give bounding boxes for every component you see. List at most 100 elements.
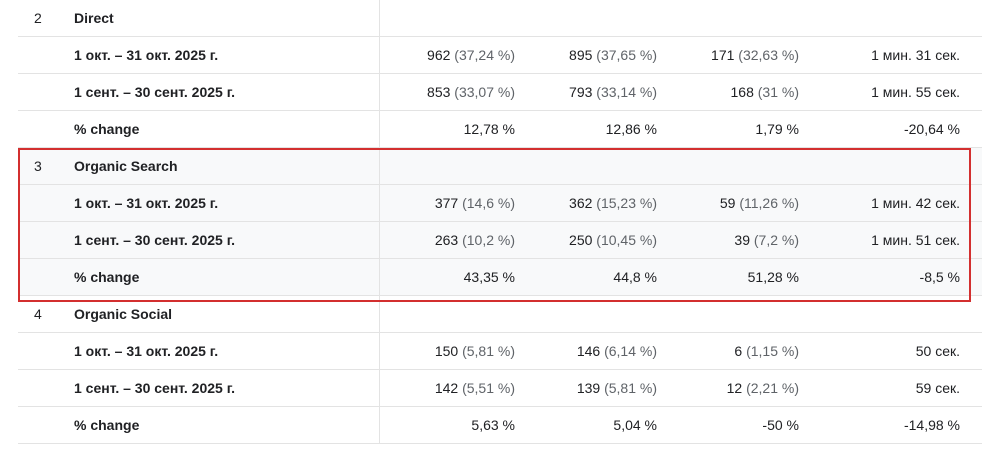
metric-value: 51,28 % [747, 269, 799, 285]
row-rank: 2 [34, 10, 42, 26]
table-row[interactable]: 1 окт. – 31 окт. 2025 г. 150 (5,81 %) 146 … [18, 333, 982, 370]
table-group-row[interactable]: 3 Organic Search [18, 148, 982, 185]
metric-value: 250 [569, 232, 593, 248]
metric-value: 377 [434, 195, 459, 211]
column-divider [379, 185, 380, 222]
metric-share: (5,81 %) [462, 343, 515, 359]
period-label: 1 сент. – 30 сент. 2025 г. [74, 380, 236, 396]
metric-value: 12,78 % [463, 121, 515, 137]
metric-cell: 139 (5,81 %) [577, 370, 657, 406]
table-row[interactable]: 1 окт. – 31 окт. 2025 г. 962 (37,24 %) 895… [18, 37, 982, 74]
period-label: 1 сент. – 30 сент. 2025 г. [74, 232, 236, 248]
metric-cell: 146 (6,14 %) [577, 333, 657, 369]
period-label: % change [74, 121, 140, 137]
metric-value: 39 [734, 232, 750, 248]
metric-value: 362 [569, 195, 593, 211]
metric-share: (37,65 %) [596, 47, 657, 63]
metric-value: 44,8 % [613, 269, 657, 285]
metric-value: 139 [576, 380, 601, 396]
period-label: % change [74, 269, 140, 285]
metric-share: (14,6 %) [462, 195, 515, 211]
metric-value: 1,79 % [755, 121, 799, 137]
metric-value: 142 [434, 380, 459, 396]
metric-share: (5,81 %) [604, 380, 657, 396]
metric-cell: 853 (33,07 %) [427, 74, 515, 110]
row-rank: 3 [34, 158, 42, 174]
metric-cell: 6 (1,15 %) [734, 333, 799, 369]
metric-cell: 44,8 % [613, 259, 657, 295]
table-row[interactable]: % change 43,35 % 44,8 % 51,28 % -8,5 % [18, 259, 982, 296]
avg-engagement-time-cell: 59 сек. [916, 370, 960, 406]
avg-engagement-time-cell: 1 мин. 42 сек. [871, 185, 960, 221]
metric-value: 1 мин. 31 сек. [871, 47, 960, 63]
column-divider [379, 370, 380, 407]
column-divider [379, 222, 380, 259]
metric-cell: 793 (33,14 %) [569, 74, 657, 110]
metric-share: (5,51 %) [462, 380, 515, 396]
table-row[interactable]: 1 окт. – 31 окт. 2025 г. 377 (14,6 %) 362 … [18, 185, 982, 222]
metric-share: (33,07 %) [454, 84, 515, 100]
metric-share: (1,15 %) [746, 343, 799, 359]
metric-share: (11,26 %) [739, 195, 799, 211]
metric-share: (33,14 %) [596, 84, 657, 100]
period-label: 1 окт. – 31 окт. 2025 г. [74, 343, 219, 359]
metric-share: (10,45 %) [596, 232, 657, 248]
metric-value: 895 [569, 47, 593, 63]
metric-cell: 59 (11,26 %) [720, 185, 799, 221]
metric-value: 1 мин. 42 сек. [871, 195, 960, 211]
metric-cell: 150 (5,81 %) [435, 333, 515, 369]
metric-value: 171 [711, 47, 735, 63]
channel-name: Organic Search [74, 158, 178, 174]
metric-value: 1 мин. 55 сек. [871, 84, 960, 100]
metric-share: (2,21 %) [746, 380, 799, 396]
column-divider [379, 333, 380, 370]
column-divider [379, 111, 380, 148]
metric-share: (10,2 %) [462, 232, 515, 248]
table-group-row[interactable]: 2 Direct [18, 0, 982, 37]
period-label: 1 окт. – 31 окт. 2025 г. [74, 47, 219, 63]
period-label: 1 окт. – 31 окт. 2025 г. [74, 195, 219, 211]
metric-value: 150 [434, 343, 459, 359]
metric-cell: 263 (10,2 %) [435, 222, 515, 258]
column-divider [379, 259, 380, 296]
metric-value: -8,5 % [919, 269, 960, 285]
column-divider [379, 148, 380, 185]
metric-share: (31 %) [757, 84, 799, 100]
metric-cell: 12 (2,21 %) [727, 370, 799, 406]
table-row[interactable]: % change 5,63 % 5,04 % -50 % -14,98 % [18, 407, 982, 444]
metric-value: 1 мин. 51 сек. [871, 232, 960, 248]
metric-share: (32,63 %) [738, 47, 799, 63]
metric-value: 6 [734, 343, 743, 359]
table-row[interactable]: % change 12,78 % 12,86 % 1,79 % -20,64 % [18, 111, 982, 148]
metric-cell: 362 (15,23 %) [569, 185, 657, 221]
period-label: 1 сент. – 30 сент. 2025 г. [74, 84, 236, 100]
column-divider [379, 37, 380, 74]
metric-value: 853 [427, 84, 451, 100]
table-row[interactable]: 1 сент. – 30 сент. 2025 г. 853 (33,07 %) 7… [18, 74, 982, 111]
avg-engagement-time-cell: 1 мин. 55 сек. [871, 74, 960, 110]
metric-share: (15,23 %) [596, 195, 657, 211]
metric-value: 793 [569, 84, 593, 100]
metric-value: -14,98 % [903, 417, 960, 433]
metric-cell: 5,04 % [613, 407, 657, 443]
avg-engagement-time-cell: -14,98 % [904, 407, 960, 443]
metric-value: 50 сек. [915, 343, 960, 359]
table-group-row[interactable]: 4 Organic Social [18, 296, 982, 333]
metric-value: 146 [576, 343, 601, 359]
metric-value: 5,04 % [613, 417, 657, 433]
metric-value: 5,63 % [471, 417, 515, 433]
metric-cell: 43,35 % [464, 259, 515, 295]
column-divider [379, 74, 380, 111]
metric-value: 59 [719, 195, 736, 211]
metric-value: -20,64 % [903, 121, 960, 137]
metric-value: -50 % [762, 417, 799, 433]
channel-name: Direct [74, 10, 114, 26]
avg-engagement-time-cell: -8,5 % [920, 259, 960, 295]
channel-name: Organic Social [74, 306, 173, 322]
table-row[interactable]: 1 сент. – 30 сент. 2025 г. 263 (10,2 %) 25… [18, 222, 982, 259]
metric-value: 168 [730, 84, 754, 100]
column-divider [379, 407, 380, 444]
metric-value: 263 [434, 232, 459, 248]
metric-value: 12,86 % [605, 121, 657, 137]
table-row[interactable]: 1 сент. – 30 сент. 2025 г. 142 (5,51 %) 13… [18, 370, 982, 407]
